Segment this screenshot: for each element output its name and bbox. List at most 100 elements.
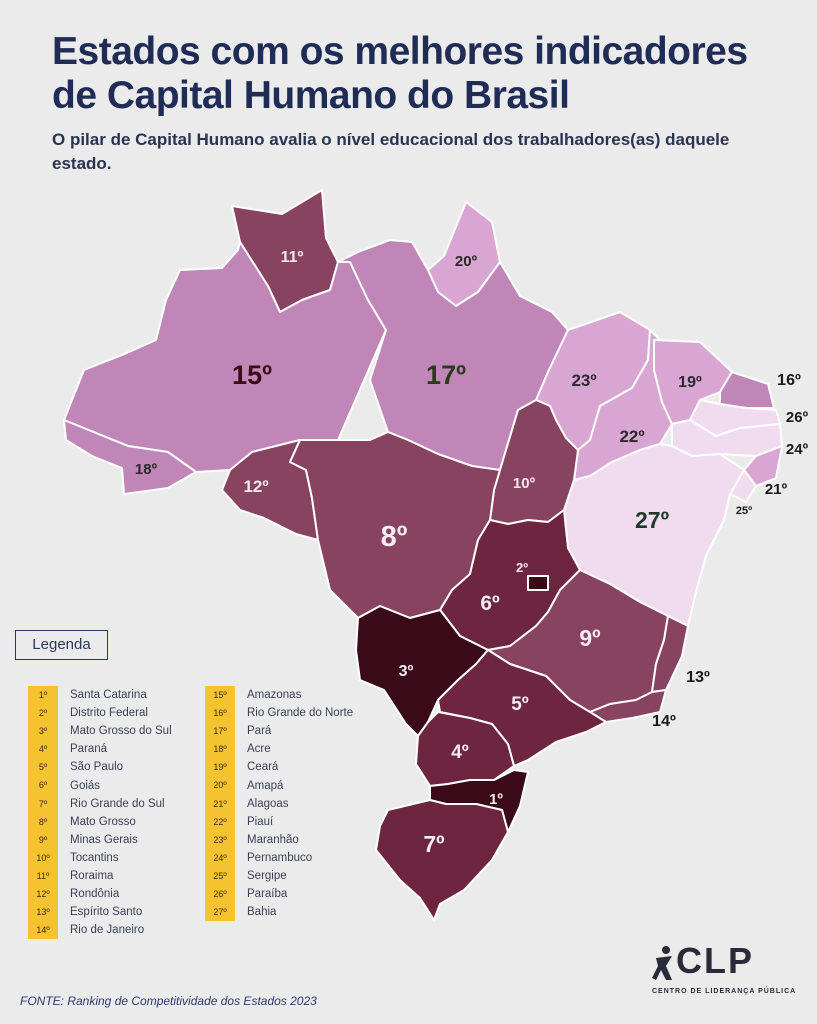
legend-rank-badge: 10º <box>28 848 58 867</box>
legend-state-name: São Paulo <box>70 761 124 774</box>
legend-item: 21º Alagoas <box>205 794 353 813</box>
legend-item: 14º Rio de Janeiro <box>28 921 172 940</box>
legend-state-name: Rio Grande do Sul <box>70 797 165 810</box>
state-amazonas <box>63 241 387 473</box>
label-sp: 5º <box>511 694 529 715</box>
legend-item: 2º Distrito Federal <box>28 704 172 723</box>
legend-state-name: Pernambuco <box>247 851 313 864</box>
legend-item: 13º Espírito Santo <box>28 903 172 922</box>
legend-rank-badge: 17º <box>205 722 235 741</box>
legend-item: 8º Mato Grosso <box>28 812 172 831</box>
legend-title: Legenda <box>15 630 108 660</box>
legend-rank-badge: 15º <box>205 686 235 705</box>
legend-rank-badge: 25º <box>205 866 235 886</box>
legend-item: 5º São Paulo <box>28 758 172 777</box>
legend-item: 3º Mato Grosso do Sul <box>28 722 172 741</box>
state-alagoas <box>743 445 783 487</box>
state-acre <box>63 419 197 495</box>
legend-state-name: Tocantins <box>70 851 119 864</box>
legend-rank-badge: 21º <box>205 794 235 813</box>
legend-item: 23º Maranhão <box>205 830 353 849</box>
legend-column-1: 1º Santa Catarina 2º Distrito Federal 3º Mato… <box>28 686 172 940</box>
state-distrito-federal <box>527 575 549 591</box>
state-rio-de-janeiro <box>589 689 667 723</box>
page-title: Estados com os melhores indicadores de C… <box>52 30 748 118</box>
legend-state-name: Rondônia <box>70 888 120 901</box>
legend-state-name: Espírito Santo <box>70 906 143 919</box>
label-al: 21º <box>765 481 788 498</box>
label-ac: 18º <box>135 461 158 478</box>
label-am: 15º <box>232 360 272 390</box>
label-go: 6º <box>480 592 500 615</box>
label-ce: 19º <box>678 374 702 391</box>
legend-state-name: Alagoas <box>247 797 289 810</box>
legend-item: 20º Amapá <box>205 776 353 795</box>
legend-rank-badge: 11º <box>28 866 58 886</box>
legend-state-name: Distrito Federal <box>70 707 148 720</box>
label-pe: 24º <box>786 441 809 458</box>
legend-state-name: Piauí <box>247 815 274 828</box>
legend-rank-badge: 6º <box>28 776 58 795</box>
legend-rank-badge: 12º <box>28 885 58 904</box>
legend-rank-badge: 26º <box>205 885 235 904</box>
legend-rank-badge: 27º <box>205 903 235 922</box>
legend-state-name: Santa Catarina <box>70 689 147 702</box>
legend-state-name: Pará <box>247 725 272 738</box>
legend-state-name: Mato Grosso <box>70 815 136 828</box>
legend-state-name: Rio Grande do Norte <box>247 707 354 720</box>
label-ms: 3º <box>399 663 414 680</box>
logo-tagline: CENTRO DE LIDERANÇA PÚBLICA <box>652 988 797 995</box>
legend-rank-badge: 24º <box>205 848 235 867</box>
legend-item: 11º Roraima <box>28 866 172 886</box>
legend-state-name: Maranhão <box>247 833 299 846</box>
legend-rank-badge: 22º <box>205 812 235 831</box>
legend-rank-badge: 3º <box>28 722 58 741</box>
legend-state-name: Amazonas <box>247 689 302 702</box>
legend-item: 12º Rondônia <box>28 885 172 904</box>
legend-item: 17º Pará <box>205 722 353 741</box>
legend-state-name: Mato Grosso do Sul <box>70 725 172 738</box>
legend-item: 15º Amazonas <box>205 686 353 705</box>
legend-item: 4º Paraná <box>28 740 172 759</box>
label-ba: 27º <box>635 507 669 533</box>
label-pa: 17º <box>426 360 466 390</box>
legend-state-name: Roraima <box>70 869 114 882</box>
legend-item: 27º Bahia <box>205 903 353 922</box>
legend-rank-badge: 2º <box>28 704 58 723</box>
legend-item: 24º Pernambuco <box>205 848 353 867</box>
logo-text: CLP <box>676 940 754 981</box>
legend-state-name: Goiás <box>70 779 101 792</box>
clp-logo: CLP CENTRO DE LIDERANÇA PÚBLICA <box>648 940 808 1000</box>
legend-rank-badge: 14º <box>28 921 58 940</box>
legend-rank-badge: 19º <box>205 758 235 777</box>
label-es: 13º <box>686 669 710 686</box>
legend-rank-badge: 8º <box>28 812 58 831</box>
legend-state-name: Bahia <box>247 906 277 919</box>
legend-rank-badge: 7º <box>28 794 58 813</box>
label-df: 2º <box>516 560 528 575</box>
legend-rank-badge: 1º <box>28 686 58 705</box>
legend-item: 6º Goiás <box>28 776 172 795</box>
legend-state-name: Minas Gerais <box>70 833 138 846</box>
clp-figure-icon <box>652 946 672 980</box>
state-rio-grande-do-norte <box>719 371 775 409</box>
source-note: FONTE: Ranking de Competitividade dos Es… <box>20 994 317 1008</box>
legend-rank-badge: 4º <box>28 740 58 759</box>
legend-item: 26º Paraíba <box>205 885 353 904</box>
legend-column-2: 15º Amazonas 16º Rio Grande do Norte 17º Pará… <box>205 686 354 922</box>
legend-item: 22º Piauí <box>205 812 353 831</box>
label-ap: 20º <box>455 253 478 270</box>
title-line-1: Estados com os melhores indicadores <box>52 30 748 73</box>
legend-item: 9º Minas Gerais <box>28 830 172 849</box>
legend-state-name: Amapá <box>247 779 284 792</box>
legend-rank-badge: 9º <box>28 830 58 849</box>
legend-state-name: Ceará <box>247 761 279 774</box>
label-pb: 26º <box>786 409 809 426</box>
legend-item: 19º Ceará <box>205 758 353 777</box>
legend-state-name: Sergipe <box>247 869 287 882</box>
label-se: 25º <box>736 505 752 517</box>
legend-state-name: Paraná <box>70 743 108 756</box>
legend-item: 7º Rio Grande do Sul <box>28 794 172 813</box>
legend-state-name: Acre <box>247 743 271 756</box>
label-mt: 8º <box>381 521 408 553</box>
